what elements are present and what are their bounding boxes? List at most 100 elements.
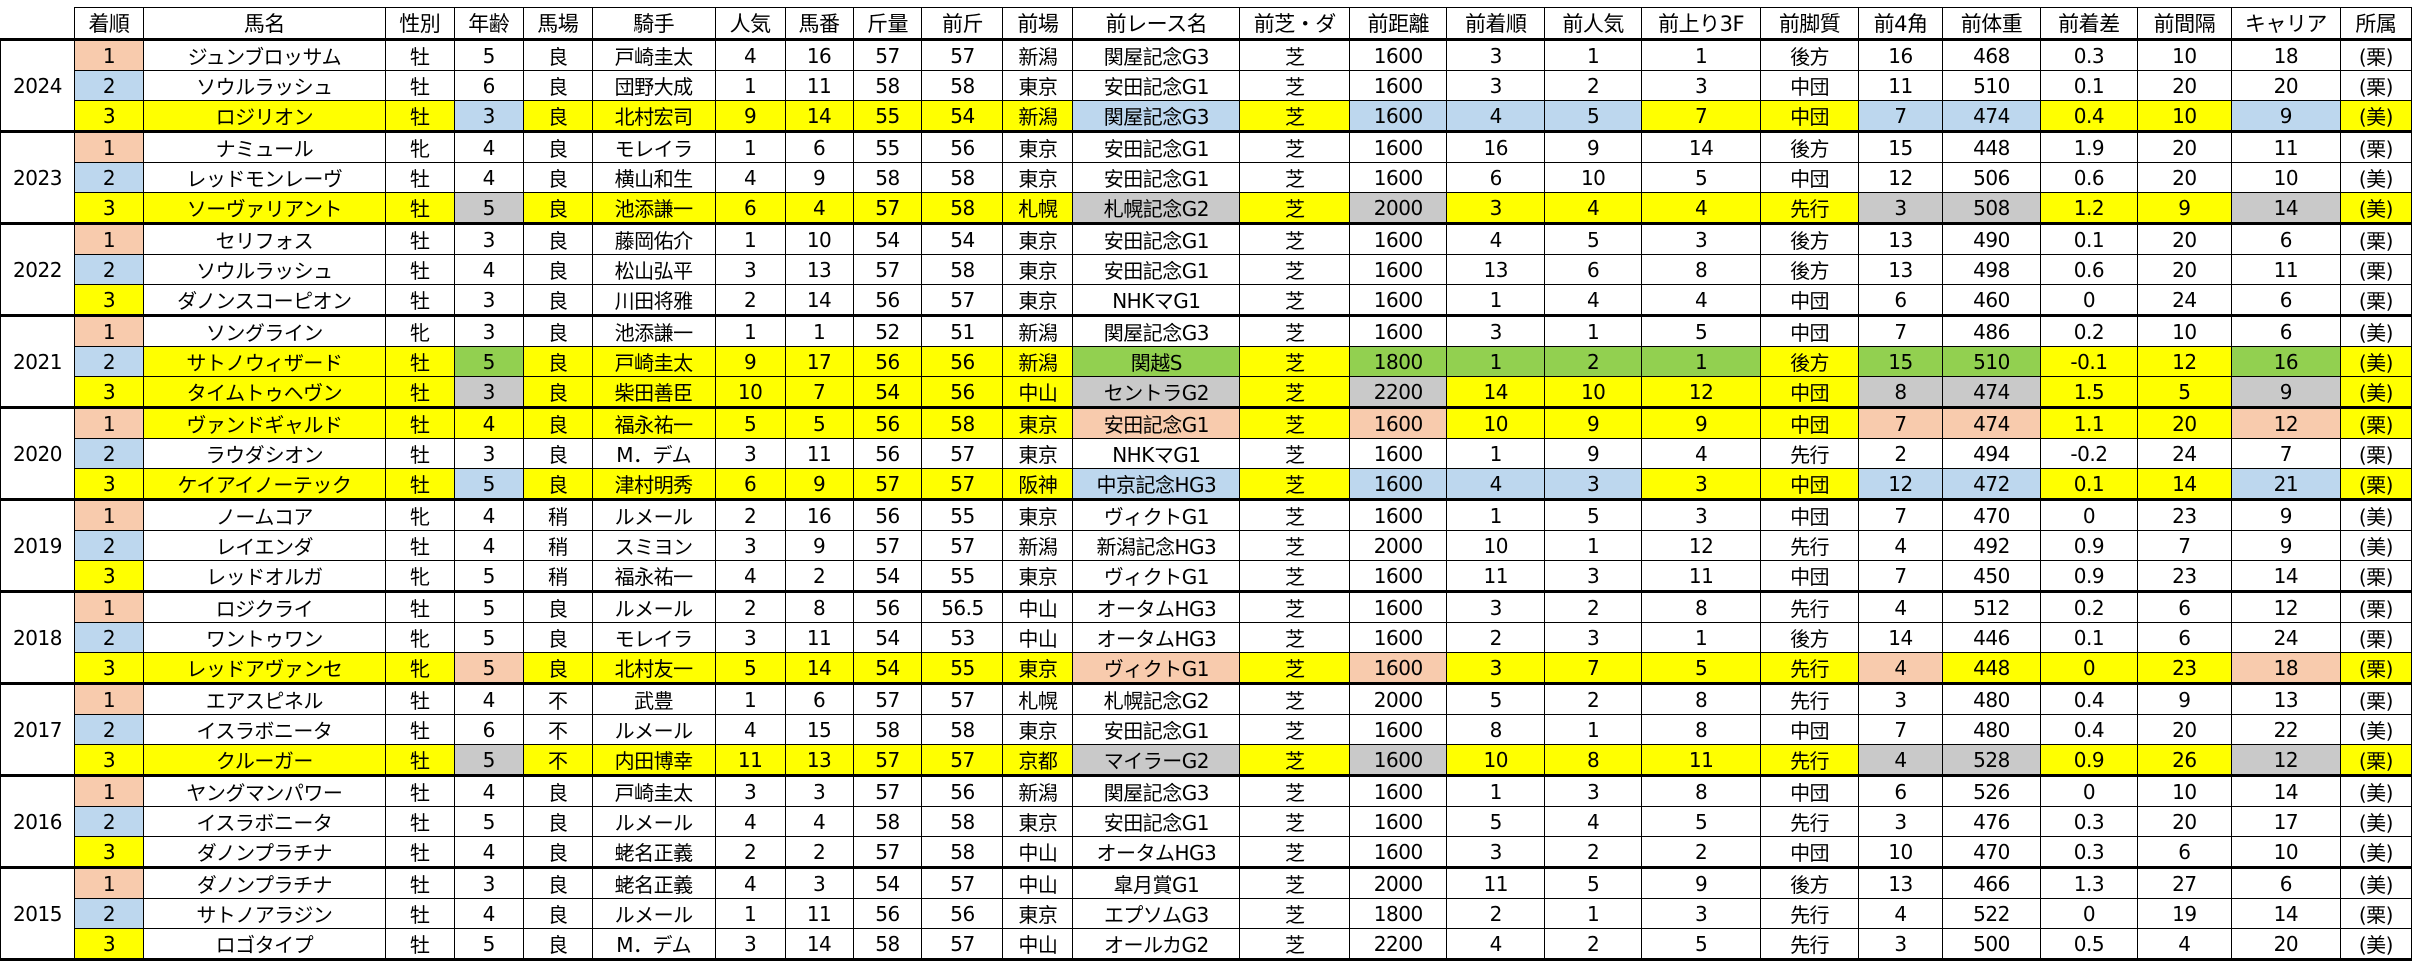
cell-prev-weight-carried: 57 [921,284,1004,317]
cell-track-condition: 良 [522,928,593,961]
cell-prev-interval: 10 [2136,100,2232,133]
cell-jockey: 団野大成 [591,70,716,101]
cell-prev-finish: 3 [1446,591,1546,623]
cell-weight-carried: 57 [852,254,923,285]
table-row: 3 クルーガー牡 5 不内田博幸 11 13 57 57 京都 マイラーG2 芝 1600 10 8 11 先… [1,744,2412,777]
cell-prev-popularity: 5 [1544,100,1643,133]
cell-jockey: 武豊 [591,683,716,715]
header-prev-4th-corner: 前4角 [1858,7,1943,41]
cell-prev-venue: 新潟 [1002,100,1074,133]
cell-prev-last-3f: 8 [1641,775,1762,807]
cell-prev-running-style: 先行 [1760,530,1860,561]
cell-prev-venue: 東京 [1002,652,1074,685]
cell-finish: 1 [73,867,144,899]
cell-prev-finish: 1 [1446,775,1546,807]
cell-prev-weight-carried: 56 [921,346,1004,377]
cell-prev-venue: 中山 [1002,376,1074,409]
cell-stable: (美) [2339,530,2412,561]
cell-finish: 1 [73,775,144,807]
cell-popularity: 1 [714,683,786,715]
cell-post-number: 6 [784,131,854,163]
cell-prev-interval: 20 [2136,131,2232,163]
cell-finish: 1 [73,499,144,531]
cell-prev-last-3f: 5 [1641,928,1762,961]
cell-post-number: 16 [784,499,854,531]
cell-stable: (栗) [2339,131,2412,163]
cell-finish: 2 [73,162,144,193]
cell-prev-last-3f: 9 [1641,407,1762,439]
cell-prev-body-weight: 490 [1942,223,2041,255]
cell-prev-weight-carried: 55 [921,560,1004,593]
cell-prev-weight-carried: 57 [921,744,1004,777]
cell-sex: 牝 [384,622,455,653]
cell-jockey: 池添謙一 [591,315,716,347]
cell-track-condition: 良 [522,867,593,899]
cell-prev-4th-corner: 3 [1858,683,1943,715]
cell-weight-carried: 56 [852,898,923,929]
header-sex: 性別 [384,7,455,41]
cell-jockey: 福永祐一 [591,407,716,439]
cell-prev-venue: 中山 [1002,928,1074,961]
cell-prev-distance: 1600 [1349,438,1448,469]
table-row: 2 サトノアラジン牡 4 良ルメール 1 11 56 56 東京 エプソムG3 芝 1800 2 1 3 先行… [1,898,2412,929]
cell-jockey: 川田将雅 [591,284,716,317]
cell-prev-interval: 7 [2136,530,2232,561]
cell-prev-4th-corner: 12 [1858,162,1943,193]
cell-horse-name: ケイアイノーテック [142,468,386,501]
cell-stable: (栗) [2339,39,2412,71]
cell-prev-running-style: 中団 [1760,376,1860,409]
cell-prev-venue: 東京 [1002,407,1074,439]
cell-prev-margin: 0.1 [2039,622,2138,653]
cell-prev-last-3f: 4 [1641,438,1762,469]
cell-career: 14 [2230,775,2341,807]
cell-sex: 牡 [384,70,455,101]
cell-career: 12 [2230,407,2341,439]
cell-career: 14 [2230,192,2341,225]
cell-prev-venue: 東京 [1002,806,1074,837]
cell-sex: 牡 [384,775,455,807]
cell-prev-finish: 11 [1446,867,1546,899]
cell-sex: 牝 [384,560,455,593]
cell-prev-weight-carried: 56 [921,376,1004,409]
cell-prev-race-name: NHKマG1 [1072,284,1241,317]
cell-prev-4th-corner: 3 [1858,192,1943,225]
cell-weight-carried: 54 [852,376,923,409]
header-prev-popularity: 前人気 [1544,7,1643,41]
cell-prev-last-3f: 8 [1641,683,1762,715]
cell-prev-surface: 芝 [1239,836,1351,869]
cell-popularity: 1 [714,70,786,101]
race-results-table: 着順 馬名 性別 年齢 馬場 騎手 人気 馬番 斤量 前斤 前場 前レース名 前芝・ダ 前距離 前着順 前人気… [0,7,2412,961]
cell-prev-body-weight: 500 [1942,928,2041,961]
cell-prev-race-name: 安田記念G1 [1072,407,1241,439]
cell-prev-4th-corner: 4 [1858,898,1943,929]
cell-post-number: 11 [784,70,854,101]
cell-prev-popularity: 2 [1544,928,1643,961]
cell-horse-name: ロゴタイプ [142,928,386,961]
cell-stable: (栗) [2339,407,2412,439]
cell-track-condition: 良 [522,131,593,163]
cell-post-number: 6 [784,683,854,715]
cell-prev-distance: 1600 [1349,223,1448,255]
cell-track-condition: 良 [522,376,593,409]
cell-prev-race-name: 安田記念G1 [1072,254,1241,285]
cell-jockey: ルメール [591,714,716,745]
cell-prev-popularity: 9 [1544,438,1643,469]
cell-prev-finish: 10 [1446,530,1546,561]
cell-prev-distance: 1600 [1349,315,1448,347]
cell-popularity: 3 [714,438,786,469]
cell-prev-finish: 3 [1446,39,1546,71]
cell-track-condition: 良 [522,315,593,347]
cell-prev-distance: 1600 [1349,407,1448,439]
cell-track-condition: 良 [522,254,593,285]
cell-finish: 1 [73,407,144,439]
cell-weight-carried: 55 [852,131,923,163]
cell-prev-venue: 京都 [1002,744,1074,777]
cell-horse-name: ロジリオン [142,100,386,133]
cell-jockey: モレイラ [591,131,716,163]
cell-career: 9 [2230,499,2341,531]
cell-jockey: M．デム [591,928,716,961]
cell-sex: 牝 [384,131,455,163]
cell-prev-venue: 東京 [1002,898,1074,929]
cell-jockey: 蛯名正義 [591,867,716,899]
cell-prev-surface: 芝 [1239,591,1351,623]
